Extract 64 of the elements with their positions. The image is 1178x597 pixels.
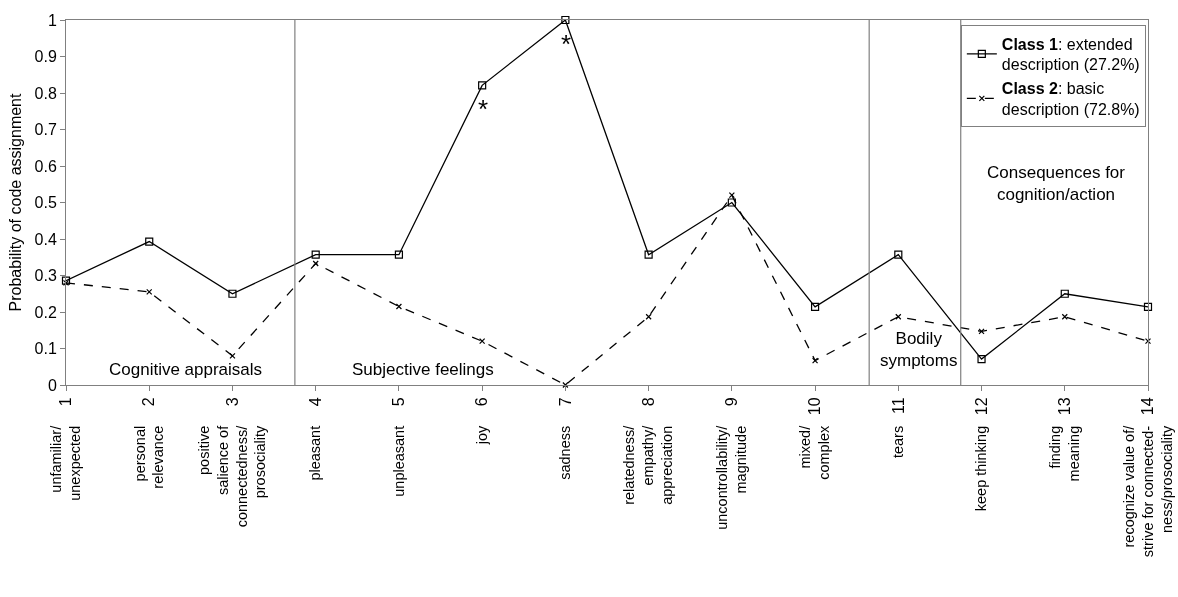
x2-tick-label: 2 [140, 397, 158, 407]
x-tick-label: unpleasant [390, 425, 407, 497]
y-tick-label: 0.3 [34, 267, 57, 285]
point [312, 260, 319, 267]
x-tick-label: unfamiliar/ unexpected [48, 424, 84, 501]
point [478, 81, 487, 90]
x-tick-label: sadness [557, 425, 574, 480]
legend-label: Class 1: extended description (27.2%) [1001, 35, 1140, 74]
x2-tick-label: 8 [639, 397, 657, 407]
y-tick-label: 0.2 [34, 303, 57, 321]
annotation: Cognitive appraisals [109, 360, 263, 379]
y-tick-label: 0.9 [34, 48, 57, 66]
y-tick-label: 0.4 [34, 230, 57, 248]
y-tick-label: 0.8 [34, 84, 57, 102]
point [978, 328, 985, 335]
y-tick-label: 0.7 [34, 121, 57, 139]
x-tick-label: personal relevance [131, 425, 167, 489]
x2-tick-label: 3 [223, 397, 241, 407]
point [145, 237, 154, 246]
legend-label: Class 2: basic description (72.8%) [1001, 80, 1140, 119]
y-tick-label: 0 [47, 376, 57, 394]
point [810, 302, 820, 311]
x2-tick-label: 13 [1055, 397, 1073, 416]
y-tick-label: 0.6 [34, 157, 57, 175]
point [645, 313, 652, 320]
annotation: * [561, 29, 572, 59]
annotation: * [478, 94, 489, 124]
x2-tick-label: 9 [723, 397, 741, 407]
x2-tick-label: 7 [556, 397, 574, 407]
point [311, 250, 320, 259]
x2-tick-label: 6 [473, 397, 491, 407]
y-tick-label: 1 [47, 11, 57, 29]
point [977, 354, 986, 364]
x2-tick-label: 11 [889, 397, 907, 415]
point [228, 289, 237, 298]
point [1060, 289, 1069, 298]
x-tick-label: mixed/ complex [797, 424, 833, 480]
annotation: Consequences for cognition/action [987, 163, 1126, 205]
point [561, 15, 570, 25]
point [811, 357, 819, 364]
x-tick-label: joy [473, 425, 490, 446]
annotation: Bodily symptoms [880, 329, 958, 371]
x2-tick-label: 14 [1139, 397, 1157, 416]
x2-tick-label: 12 [972, 397, 990, 416]
x2-tick-label: 5 [390, 397, 408, 407]
x2-tick-label: 4 [306, 397, 324, 407]
y-axis-title: Probability of code assignment [7, 93, 25, 312]
point [229, 352, 236, 359]
x-tick-label: tears [890, 425, 907, 459]
point [644, 250, 653, 259]
annotation: Subjective feelings [352, 360, 494, 379]
x2-tick-label: 1 [57, 397, 75, 407]
point [1143, 302, 1153, 311]
point [394, 250, 404, 259]
x-tick-label: keep thinking [973, 425, 990, 512]
x-tick-label: pleasant [307, 425, 324, 481]
point [395, 303, 403, 310]
x2-tick-label: 10 [806, 397, 824, 416]
x-tick-label: finding meaning [1047, 425, 1082, 482]
y-tick-label: 0.5 [34, 194, 57, 212]
point [146, 288, 153, 296]
y-tick-label: 0.1 [34, 340, 57, 358]
point [727, 198, 736, 207]
point [894, 250, 903, 259]
